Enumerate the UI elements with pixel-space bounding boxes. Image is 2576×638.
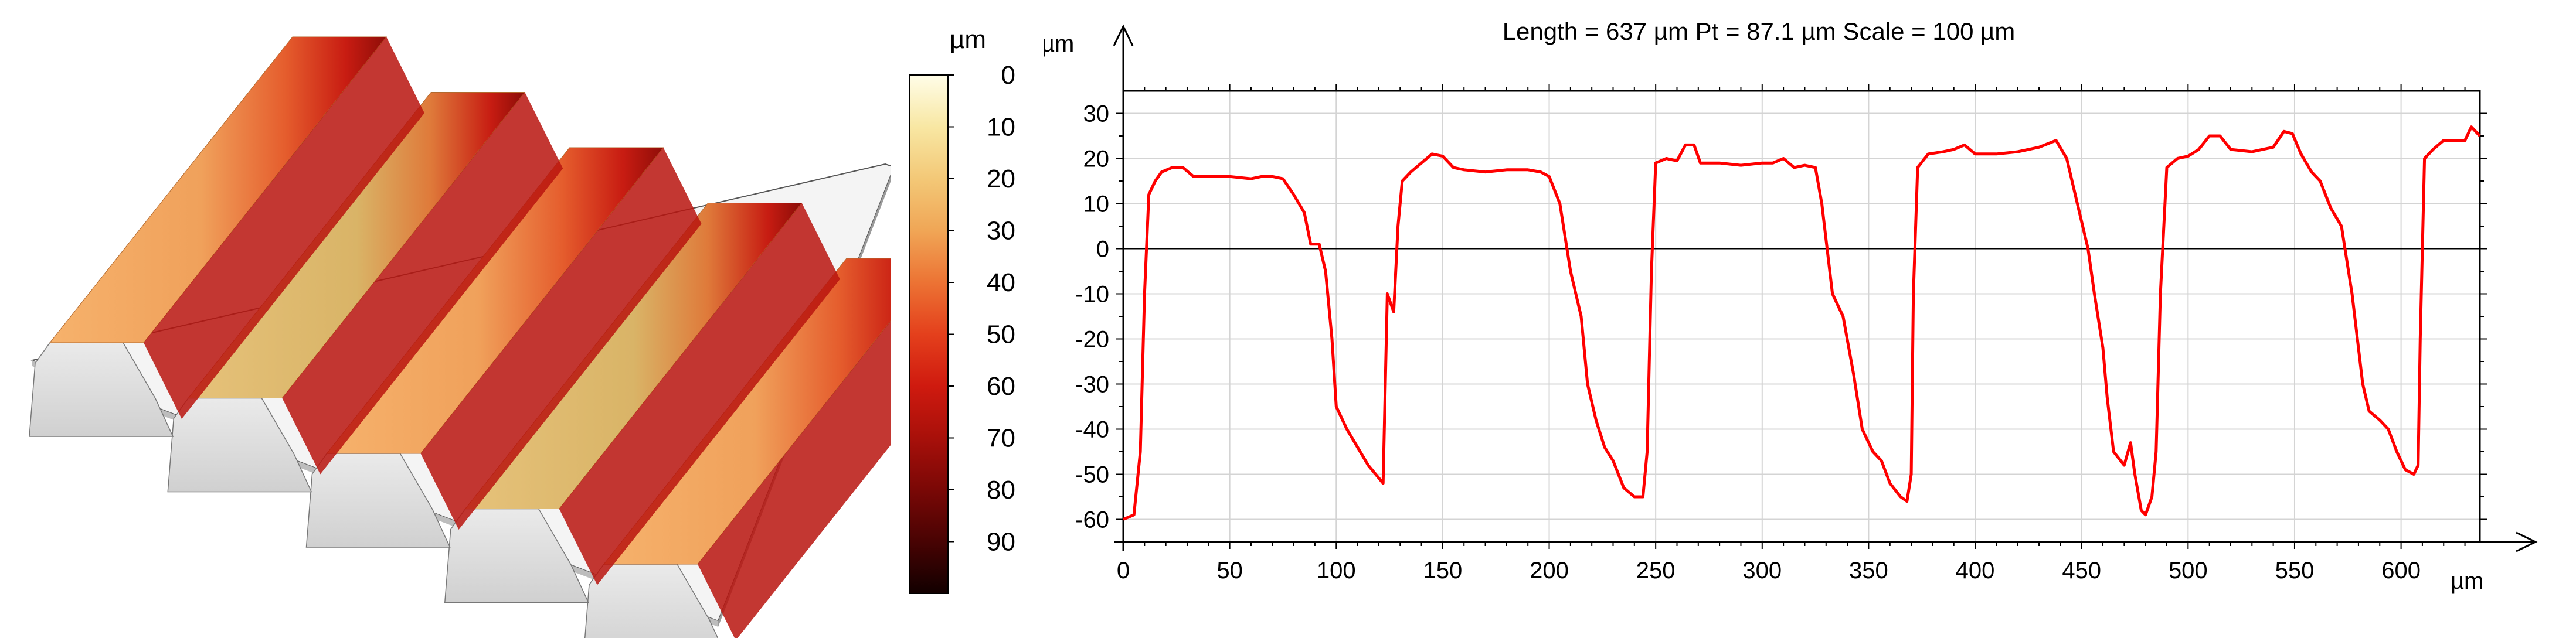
x-tick-label: 200 — [1530, 558, 1569, 584]
colorbar-tick-label: 90 — [987, 528, 1015, 557]
profile-chart-svg: Length = 637 µm Pt = 87.1 µm Scale = 100… — [1044, 18, 2538, 594]
surface-3d-view — [0, 0, 891, 638]
x-tick-label: 450 — [2062, 558, 2101, 584]
x-tick-label: 500 — [2169, 558, 2208, 584]
ridge-flank — [698, 320, 891, 638]
y-tick-label: -30 — [1075, 372, 1109, 398]
y-tick-label: -20 — [1075, 327, 1109, 353]
x-tick-label: 50 — [1216, 558, 1243, 584]
x-tick-label: 350 — [1849, 558, 1888, 584]
colorbar-tick-label: 70 — [987, 424, 1015, 453]
y-axis-label: µm — [1044, 31, 1074, 57]
x-tick-label: 550 — [2275, 558, 2315, 584]
profile-series-line — [1123, 125, 2481, 521]
y-tick-label: 20 — [1083, 146, 1110, 172]
x-tick-label: 400 — [1956, 558, 1995, 584]
ridge-flank — [559, 203, 840, 585]
profile-chart: Length = 637 µm Pt = 87.1 µm Scale = 100… — [1044, 0, 2576, 638]
colorbar-scale: µm 0 10 20 30 40 50 60 70 80 90 — [909, 25, 1015, 594]
y-tick-label: -60 — [1075, 507, 1109, 533]
series-layer — [1123, 125, 2481, 521]
y-tick-label: -10 — [1075, 282, 1109, 308]
ridge-flank — [144, 37, 424, 419]
x-tick-label: 100 — [1317, 558, 1356, 584]
colorbar-tick-label: 60 — [987, 372, 1015, 401]
colorbar-gradient — [909, 74, 949, 594]
x-axis-label: µm — [2451, 568, 2483, 594]
tick-labels: 0 50 100 150 200 250 300 350 400 450 500 550 6003020… — [1075, 101, 2421, 584]
surface-3d-render — [29, 36, 891, 638]
x-tick-label: 600 — [2381, 558, 2421, 584]
colorbar: µm 0 10 20 30 40 50 60 70 80 90 — [879, 23, 1032, 615]
colorbar-tick-label: 50 — [987, 320, 1015, 349]
chart-title: Length = 637 µm Pt = 87.1 µm Scale = 100… — [1503, 18, 2016, 45]
ridge-flank — [420, 148, 702, 530]
colorbar-tick-label: 10 — [987, 113, 1015, 142]
grid — [1123, 91, 2480, 542]
x-tick-label: 300 — [1742, 558, 1782, 584]
y-tick-label: 10 — [1083, 192, 1110, 217]
x-tick-label: 150 — [1423, 558, 1463, 584]
colorbar-tick-label: 20 — [987, 165, 1015, 193]
colorbar-tick-label: 30 — [987, 217, 1015, 245]
x-tick-label: 0 — [1117, 558, 1130, 584]
axes — [1113, 24, 2538, 552]
y-tick-label: 0 — [1096, 237, 1109, 262]
y-tick-label: 30 — [1083, 101, 1110, 127]
x-tick-label: 250 — [1636, 558, 1676, 584]
colorbar-unit: µm — [950, 25, 986, 54]
y-tick-label: -40 — [1075, 417, 1109, 443]
x-axis-arrowhead — [2516, 531, 2538, 552]
colorbar-tick-label: 80 — [987, 476, 1015, 504]
colorbar-tick-label: 0 — [1001, 61, 1015, 90]
y-tick-label: -50 — [1075, 462, 1109, 488]
colorbar-tick-label: 40 — [987, 268, 1015, 297]
ridge-flank — [282, 92, 563, 475]
y-axis-arrowhead — [1113, 24, 1134, 46]
